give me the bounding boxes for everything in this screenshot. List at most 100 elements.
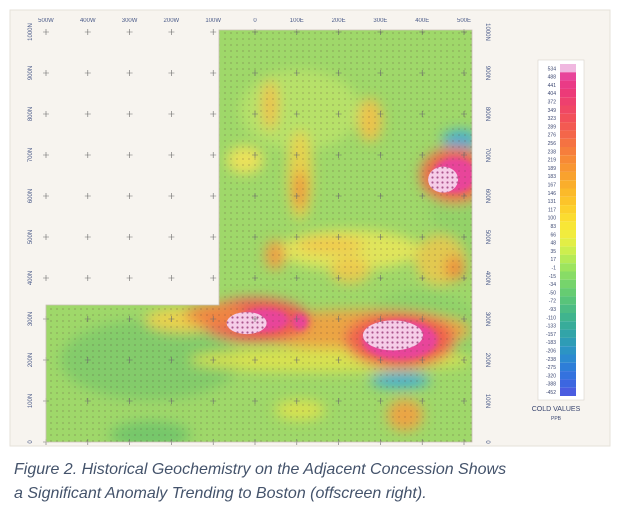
grid-cross [252, 111, 258, 117]
grid-cross [461, 357, 467, 363]
legend-value: 349 [548, 108, 557, 114]
legend-swatch [560, 80, 576, 89]
left-tick-label: 900N [28, 66, 34, 80]
top-tick-label: 0 [253, 18, 257, 24]
anomaly-northeast-high-dots [428, 166, 459, 193]
left-tick-label: 300N [28, 312, 34, 326]
legend-title: COLD VALUES [532, 406, 581, 413]
legend-value: -183 [546, 340, 556, 346]
right-tick-label: 200N [484, 353, 490, 367]
grid-cross [252, 398, 258, 404]
grid-cross [168, 398, 175, 404]
left-tick-label: 100N [28, 394, 34, 408]
grid-cross [461, 398, 467, 404]
grid-cross [461, 152, 467, 158]
legend-value: 534 [548, 66, 557, 72]
grid-cross [252, 193, 258, 199]
legend-value: -206 [546, 349, 556, 355]
grid-cross [377, 234, 384, 240]
grid-cross [168, 316, 175, 322]
grid-cross [126, 234, 133, 240]
grid-cross [84, 275, 91, 281]
right-tick-label: 500N [484, 230, 490, 244]
top-tick-label: 100W [205, 18, 221, 24]
anomaly-east-high-dots [362, 320, 423, 351]
grid-cross [419, 193, 426, 199]
grid-cross [419, 357, 426, 363]
legend-swatch [560, 97, 576, 106]
grid-cross [461, 275, 467, 281]
legend-swatch [560, 296, 576, 305]
legend-swatch [560, 88, 576, 98]
legend-swatch [560, 379, 576, 388]
legend-value: 276 [548, 133, 557, 139]
right-tick-label: 300N [484, 312, 490, 326]
left-tick-label: 400N [28, 271, 34, 285]
grid-cross [168, 234, 175, 240]
grid-cross [210, 275, 217, 281]
grid-cross [419, 275, 426, 281]
grid-cross [126, 275, 133, 281]
legend-value: 289 [548, 124, 557, 130]
legend-swatch [560, 205, 576, 214]
top-tick-label: 300W [122, 18, 138, 24]
legend-swatch [560, 188, 576, 197]
grid-cross [43, 234, 49, 240]
grid-cross [377, 70, 384, 76]
grid-cross [168, 152, 175, 158]
grid-cross [210, 70, 217, 76]
grid-cross [43, 111, 49, 117]
grid-cross [335, 111, 342, 117]
grid-cross [461, 111, 467, 117]
legend-value: -238 [546, 357, 556, 363]
legend-swatch [560, 64, 576, 73]
grid-cross [252, 152, 258, 158]
caption-line-2: a Significant Anomaly Trending to Boston… [14, 485, 427, 502]
legend-value: 17 [550, 257, 556, 263]
grid-cross [168, 275, 175, 281]
caption-line-1: Figure 2. Historical Geochemistry on the… [14, 461, 507, 478]
grid-cross [377, 398, 384, 404]
grid-cross [126, 152, 133, 158]
grid-cross [126, 29, 133, 35]
grid-cross [84, 152, 91, 158]
survey-boundary [45, 29, 473, 443]
legend-swatch [560, 213, 576, 222]
legend-swatch [560, 130, 576, 139]
grid-cross [335, 70, 342, 76]
right-tick-label: 600N [484, 189, 490, 203]
legend-swatch [560, 288, 576, 297]
grid-cross [335, 398, 342, 404]
right-tick-label: 100N [484, 394, 490, 408]
legend-value: 488 [548, 75, 557, 81]
grid-cross [126, 316, 133, 322]
legend-value: 146 [548, 191, 557, 197]
legend-value: 323 [548, 116, 557, 122]
legend-swatch [560, 313, 576, 322]
grid-cross [419, 234, 426, 240]
grid-cross [84, 70, 91, 76]
right-tick-label: 0 [484, 440, 490, 444]
top-tick-label: 500W [38, 18, 54, 24]
legend-swatch [560, 196, 576, 206]
legend-value: 219 [548, 158, 557, 164]
legend-swatch [560, 246, 576, 255]
top-tick-label: 300E [373, 18, 387, 24]
grid-cross [168, 111, 175, 117]
grid-cross [43, 275, 49, 281]
left-tick-label: 1000N [28, 23, 34, 41]
legend-value: -388 [546, 382, 556, 388]
grid-cross [377, 152, 384, 158]
grid-cross [168, 29, 175, 35]
grid-cross [335, 275, 342, 281]
left-tick-label: 700N [28, 148, 34, 162]
figure-caption: Figure 2. Historical Geochemistry on the… [14, 458, 614, 506]
grid-cross [84, 29, 91, 35]
legend-swatch [560, 171, 576, 181]
right-tick-label: 700N [484, 148, 490, 162]
grid-cross [335, 357, 342, 363]
grid-cross [210, 398, 217, 404]
grid-cross [210, 111, 217, 117]
legend-value: -1 [552, 266, 557, 272]
legend-value: 66 [550, 232, 556, 238]
